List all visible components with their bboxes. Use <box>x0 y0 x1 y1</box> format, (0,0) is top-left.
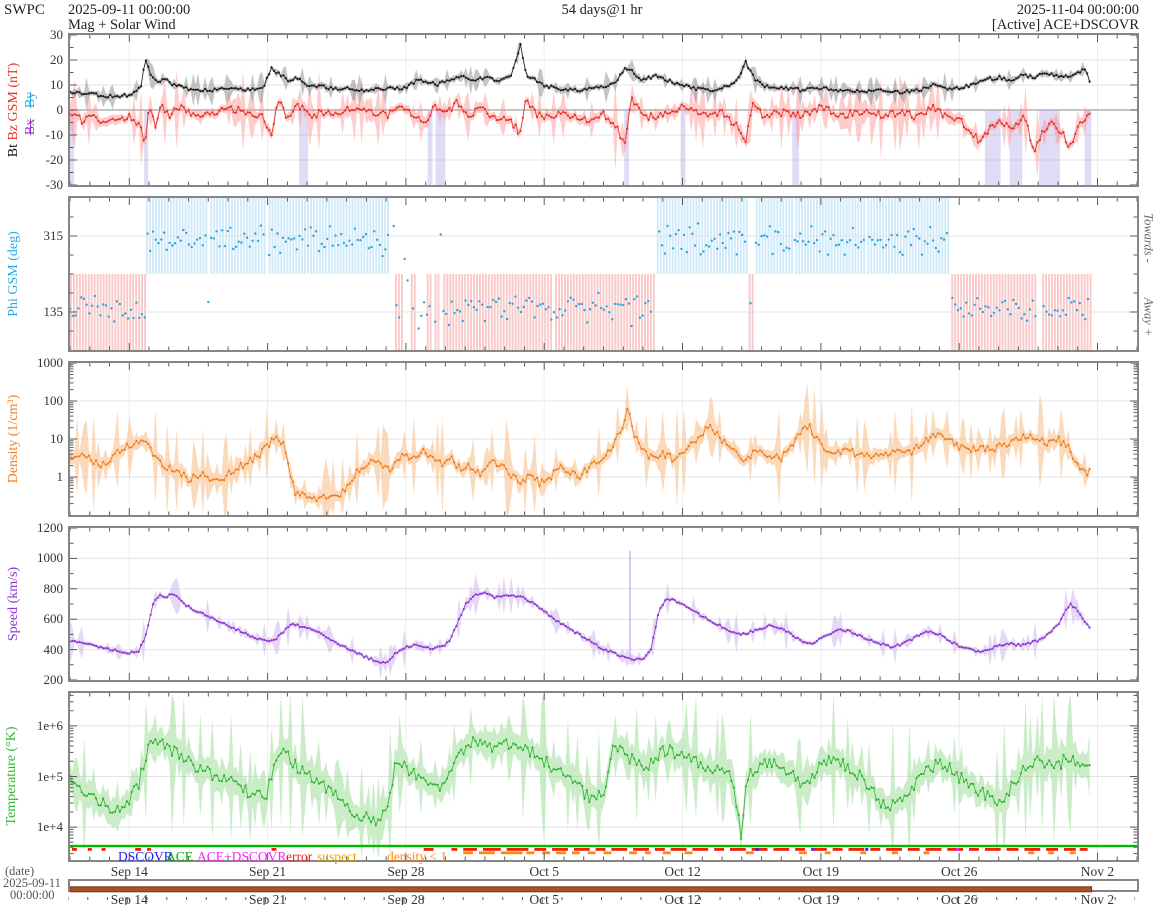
legend-item-ace-dscovr: ACE+DSCOVR <box>197 849 287 864</box>
y-tick-label-phi: 135 <box>43 304 64 319</box>
start-datetime: 2025-09-11 00:00:00 <box>68 2 191 18</box>
y-tick-label-phi: 315 <box>43 228 64 243</box>
y-tick-label-temperature: 1e+6 <box>36 717 63 733</box>
legend-item-error: error <box>286 849 313 864</box>
x-tick-label: Oct 12 <box>664 864 701 879</box>
footer-time-value: 00:00:00 <box>10 888 55 902</box>
legend-item-ace: ACE <box>166 849 193 864</box>
panel-density <box>68 361 1139 517</box>
panel-temperature <box>68 691 1139 862</box>
panel-mag-bt-bz <box>68 33 1139 187</box>
panel-speed <box>68 526 1139 682</box>
y-tick-label-density: 1000 <box>37 355 63 370</box>
x-tick-label-timeline: Sep 21 <box>249 892 287 905</box>
y-tick-label-mag: 20 <box>50 52 63 67</box>
legend-item-dscovr: DSCOVR <box>118 849 173 864</box>
y-tick-label-speed: 200 <box>43 672 64 687</box>
y-tick-label-temperature: 1e+4 <box>36 819 63 835</box>
x-tick-label-timeline: Nov 2 <box>1080 892 1115 905</box>
y-tick-label-mag: 0 <box>56 102 64 117</box>
y-tick-label-mag: -20 <box>45 152 63 167</box>
x-tick-label-timeline: Oct 5 <box>529 892 560 905</box>
x-tick-label-timeline: Oct 12 <box>664 892 701 905</box>
data-availability-timeline <box>68 879 1139 893</box>
y-tick-label-mag: 30 <box>50 27 63 42</box>
y-tick-label-density: 100 <box>43 393 64 408</box>
y-tick-label-mag: -30 <box>45 177 63 192</box>
plot-subtitle: Mag + Solar Wind <box>68 17 176 33</box>
y-tick-label-speed: 1000 <box>37 550 63 566</box>
x-tick-label: Sep 28 <box>387 864 425 879</box>
y-tick-label-speed: 800 <box>43 580 64 596</box>
phi-away-label: Away + <box>1141 297 1156 337</box>
x-tick-label: Oct 26 <box>940 864 978 879</box>
x-tick-label-timeline: Oct 19 <box>802 892 840 905</box>
y-tick-label-mag: 10 <box>50 77 63 92</box>
footer-date-label: (date) <box>5 864 35 878</box>
y-tick-label-temperature: 1e+5 <box>36 768 63 784</box>
end-datetime: 2025-11-04 00:00:00 <box>1016 2 1139 18</box>
y-tick-label-mag: -10 <box>45 127 63 142</box>
footer-date-value: 2025-09-11 <box>3 876 61 890</box>
x-tick-label: Oct 5 <box>529 864 560 879</box>
y-tick-label-speed: 1200 <box>37 520 63 535</box>
y-tick-label-speed: 400 <box>43 641 64 657</box>
y-tick-label-speed: 600 <box>43 611 64 627</box>
duration-label: 54 days@1 hr <box>561 2 643 18</box>
phi-towards-label: Towards - <box>1141 213 1156 263</box>
timeline-tick-strip <box>67 892 1139 903</box>
legend-item-density-lt1: density < 1 <box>387 849 448 864</box>
x-tick-label-timeline: Sep 14 <box>110 892 148 905</box>
y-tick-label-density: 1 <box>56 469 64 484</box>
x-tick-label-timeline: Sep 28 <box>387 892 425 905</box>
source-status-label: [Active] ACE+DSCOVR <box>991 17 1139 33</box>
axis-title-speed: Speed (km/s) <box>6 566 21 642</box>
x-tick-label: Nov 2 <box>1080 864 1115 879</box>
brand-label: SWPC <box>4 2 45 18</box>
panel-phi-gsm <box>68 196 1139 352</box>
x-tick-label-timeline: Oct 26 <box>940 892 978 905</box>
x-tick-label: Sep 14 <box>110 864 148 879</box>
legend-item-suspect: suspect <box>317 849 357 864</box>
x-tick-label: Sep 21 <box>249 864 287 879</box>
x-tick-label: Oct 19 <box>802 864 840 879</box>
y-tick-label-density: 10 <box>50 431 63 446</box>
